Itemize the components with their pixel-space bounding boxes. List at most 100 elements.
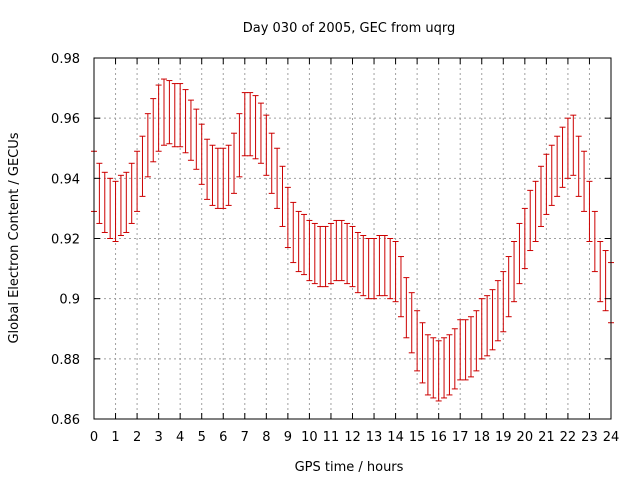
x-axis-label: GPS time / hours	[295, 460, 404, 475]
x-tick-label: 5	[198, 430, 206, 445]
error-bar	[489, 289, 496, 351]
error-bar	[171, 83, 178, 148]
error-bar	[295, 210, 302, 273]
error-bar	[349, 225, 356, 288]
error-bar	[107, 177, 114, 239]
error-bar	[532, 180, 539, 243]
error-bar	[451, 328, 458, 390]
error-bar	[424, 334, 431, 396]
error-bar	[516, 222, 523, 285]
x-tick-label: 13	[366, 430, 383, 445]
error-bar	[484, 295, 491, 357]
error-bar	[435, 340, 442, 402]
error-bar	[236, 113, 243, 178]
error-bar	[414, 310, 421, 372]
error-bar	[166, 80, 173, 145]
y-tick-label: 0.94	[51, 172, 80, 187]
error-bar	[505, 256, 512, 318]
x-tick-label: 16	[430, 430, 447, 445]
error-bar	[494, 280, 501, 342]
y-tick-label: 0.92	[51, 233, 80, 248]
y-tick-label: 0.86	[51, 413, 80, 428]
error-bar	[344, 222, 351, 285]
error-bar	[263, 114, 270, 176]
error-bar	[144, 113, 151, 178]
error-bar	[570, 114, 577, 176]
error-bar	[381, 234, 388, 297]
error-bar	[338, 219, 345, 282]
error-bar	[112, 180, 119, 243]
error-bar	[371, 238, 378, 300]
error-bar	[161, 78, 168, 146]
error-bar	[96, 162, 103, 224]
x-tick-label: 6	[219, 430, 227, 445]
error-bar	[182, 89, 189, 154]
error-bar	[500, 271, 507, 333]
error-bar	[187, 99, 194, 161]
error-bar	[311, 222, 318, 285]
error-bar	[403, 277, 410, 339]
chart-title: Day 030 of 2005, GEC from uqrg	[243, 21, 456, 36]
error-bars	[91, 78, 614, 402]
error-bar	[214, 147, 221, 209]
x-tick-label: 20	[517, 430, 534, 445]
y-tick-label: 0.88	[51, 353, 80, 368]
x-tick-label: 7	[241, 430, 249, 445]
error-bar	[150, 98, 157, 163]
error-bar	[284, 186, 291, 249]
x-tick-label: 4	[176, 430, 184, 445]
error-bar	[177, 83, 184, 148]
y-tick-labels: 0.86 0.88 0.9 0.92 0.94 0.96 0.98	[51, 52, 80, 428]
error-bar	[322, 225, 329, 288]
error-bar	[193, 108, 200, 170]
error-bar	[419, 322, 426, 384]
error-bar	[306, 219, 313, 282]
error-bar	[247, 92, 254, 157]
error-bar	[198, 123, 205, 185]
y-tick-label: 0.98	[51, 52, 80, 67]
error-bar	[317, 225, 324, 288]
error-bar	[274, 147, 281, 209]
error-bar	[134, 150, 141, 212]
error-bar	[333, 219, 340, 282]
error-bar	[301, 213, 308, 276]
error-bar	[392, 241, 399, 303]
x-tick-label: 21	[538, 430, 555, 445]
error-bar	[597, 241, 604, 303]
y-tick-label: 0.9	[59, 293, 80, 308]
error-bar	[220, 147, 227, 209]
x-tick-label: 14	[387, 430, 404, 445]
x-tick-label: 12	[344, 430, 361, 445]
x-tick-labels: 0 1 2 3 4 5 6 7 8 9 10 11 12 13 14 15 16 17 18 19 20 21 22 23 24	[90, 430, 619, 445]
x-tick-label: 24	[603, 430, 620, 445]
error-bar	[581, 150, 588, 212]
error-bar	[387, 238, 394, 300]
error-bar	[365, 238, 372, 300]
error-bar	[257, 102, 264, 164]
error-bar	[441, 337, 448, 399]
x-tick-label: 11	[323, 430, 340, 445]
y-axis-label: Global Electron Content / GECUs	[7, 132, 22, 343]
error-bar	[139, 135, 146, 197]
error-bar	[241, 92, 248, 157]
error-bar	[591, 210, 598, 273]
error-bar	[397, 256, 404, 318]
error-bar	[446, 334, 453, 396]
error-bar	[231, 132, 238, 194]
x-tick-label: 1	[111, 430, 119, 445]
error-bar	[462, 319, 469, 381]
error-bar	[252, 95, 259, 160]
error-bar	[268, 132, 275, 194]
error-bar	[554, 135, 561, 197]
x-tick-label: 17	[452, 430, 469, 445]
y-tick-label: 0.96	[51, 112, 80, 127]
error-bar	[408, 292, 415, 354]
error-bar	[586, 180, 593, 243]
x-tick-label: 9	[284, 430, 292, 445]
error-bar	[155, 84, 162, 152]
error-bar	[117, 174, 124, 236]
error-bar	[128, 162, 135, 224]
error-bar	[478, 298, 485, 360]
x-tick-label: 22	[560, 430, 577, 445]
